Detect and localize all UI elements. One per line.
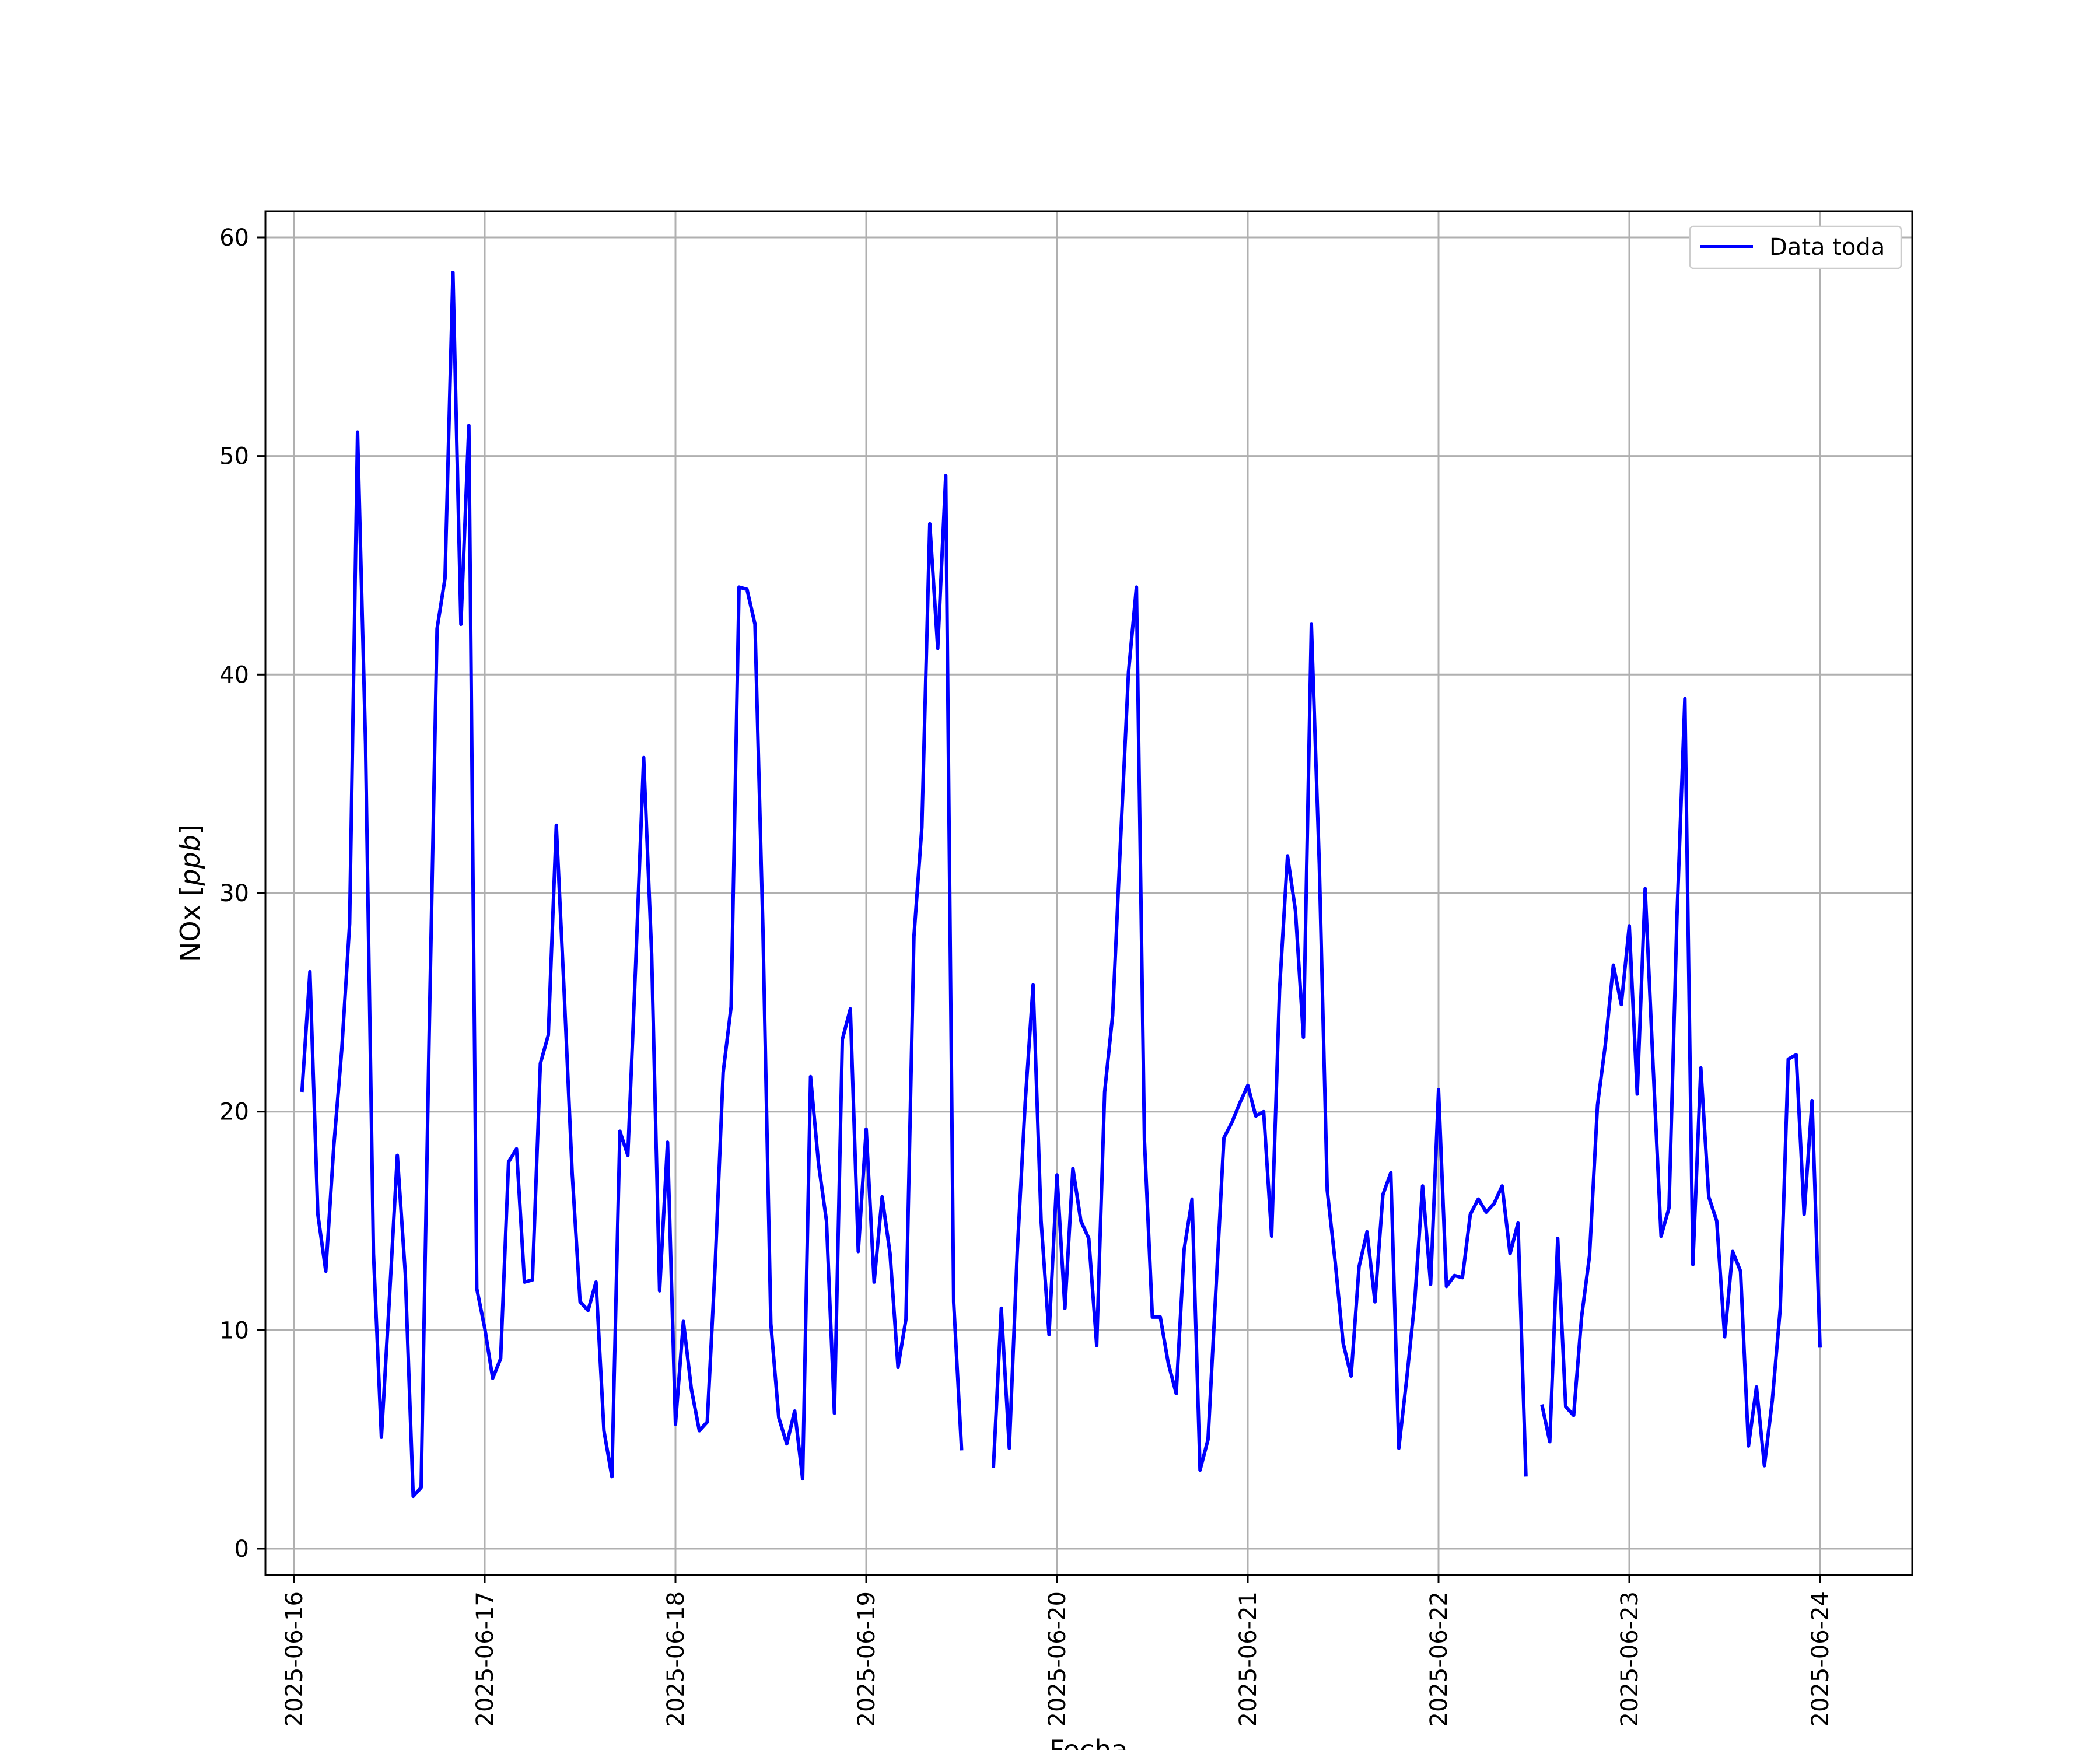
y-axis-label: NOx [ppb] [174,824,206,962]
y-tick-label: 0 [235,1536,249,1563]
x-tick-label: 2025-06-18 [663,1591,690,1727]
series-line-data-toda [1540,696,1822,1468]
y-tick-label: 40 [219,662,249,688]
legend-box [1689,225,1902,270]
x-axis-ticks: 2025-06-16 2025-06-17 2025-06-18 2025-06-19… [281,1575,1834,1727]
series-layer [300,270,1822,1499]
x-tick-label: 2025-06-24 [1807,1591,1834,1727]
legend: Data toda [1689,225,1902,270]
x-tick-label: 2025-06-21 [1235,1591,1262,1727]
series-line-data-toda [992,585,1528,1477]
y-tick-label: 30 [219,880,249,907]
y-axis-ticks: 0 10 20 30 40 50 60 [219,225,265,1563]
legend-label: Data toda [1769,234,1885,261]
x-tick-label: 2025-06-19 [853,1591,880,1727]
y-tick-label: 60 [219,225,249,251]
y-tick-label: 20 [219,1099,249,1126]
series-line-data-toda [300,270,964,1499]
y-tick-label: 50 [219,443,249,470]
y-gridlines [265,236,1912,1550]
x-tick-label: 2025-06-17 [472,1591,499,1727]
x-axis-label: Fecha [1049,1734,1128,1750]
y-tick-label: 10 [219,1317,249,1344]
x-tick-label: 2025-06-22 [1426,1591,1452,1727]
x-tick-label: 2025-06-20 [1044,1591,1071,1727]
x-tick-label: 2025-06-16 [281,1591,308,1727]
x-tick-label: 2025-06-23 [1616,1591,1643,1727]
